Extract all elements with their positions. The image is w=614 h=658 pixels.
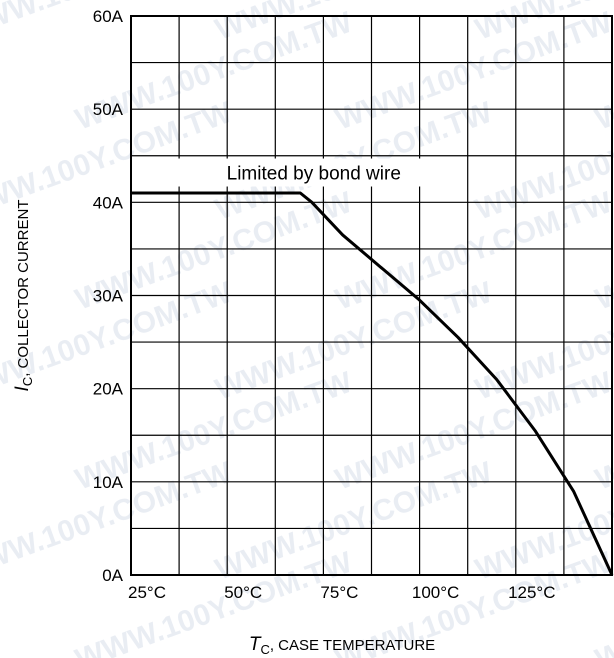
x-tick-label: 50°C (224, 583, 262, 602)
grid (131, 16, 612, 575)
x-tick-label: 25°C (128, 583, 166, 602)
x-axis-subscript: C (260, 642, 269, 657)
annotation-background (175, 158, 452, 187)
x-axis-label-rest: , CASE TEMPERATURE (270, 637, 435, 654)
x-tick-labels: 25°C 50°C 75°C 100°C 125°C (128, 583, 556, 602)
y-tick-label: 40A (93, 193, 124, 212)
x-tick-label: 100°C (412, 583, 459, 602)
y-axis-symbol: I (12, 385, 33, 391)
y-tick-label: 60A (93, 7, 124, 26)
y-tick-label: 10A (93, 473, 124, 492)
y-tick-label: 0A (102, 566, 123, 585)
x-tick-label: 125°C (508, 583, 555, 602)
x-axis-title: TC, CASE TEMPERATURE (249, 634, 435, 657)
annotation-group: Limited by bond wire (175, 158, 452, 187)
series-layer (131, 191, 614, 576)
plot-frame (130, 15, 613, 576)
y-axis-subscript: C (20, 377, 35, 386)
x-tick-label: 75°C (320, 583, 358, 602)
x-axis-symbol: T (249, 634, 262, 655)
series-line-0 (131, 191, 614, 576)
y-axis-label-rest: , COLLECTOR CURRENT (15, 200, 32, 377)
y-tick-label: 20A (93, 380, 124, 399)
y-tick-label: 30A (93, 287, 124, 306)
y-axis-title: IC, COLLECTOR CURRENT (12, 200, 35, 392)
y-tick-label: 50A (93, 100, 124, 119)
annotation-limited-by-bond-wire: Limited by bond wire (227, 164, 401, 185)
y-tick-labels: 0A 10A 20A 30A 40A 50A 60A (93, 7, 124, 585)
